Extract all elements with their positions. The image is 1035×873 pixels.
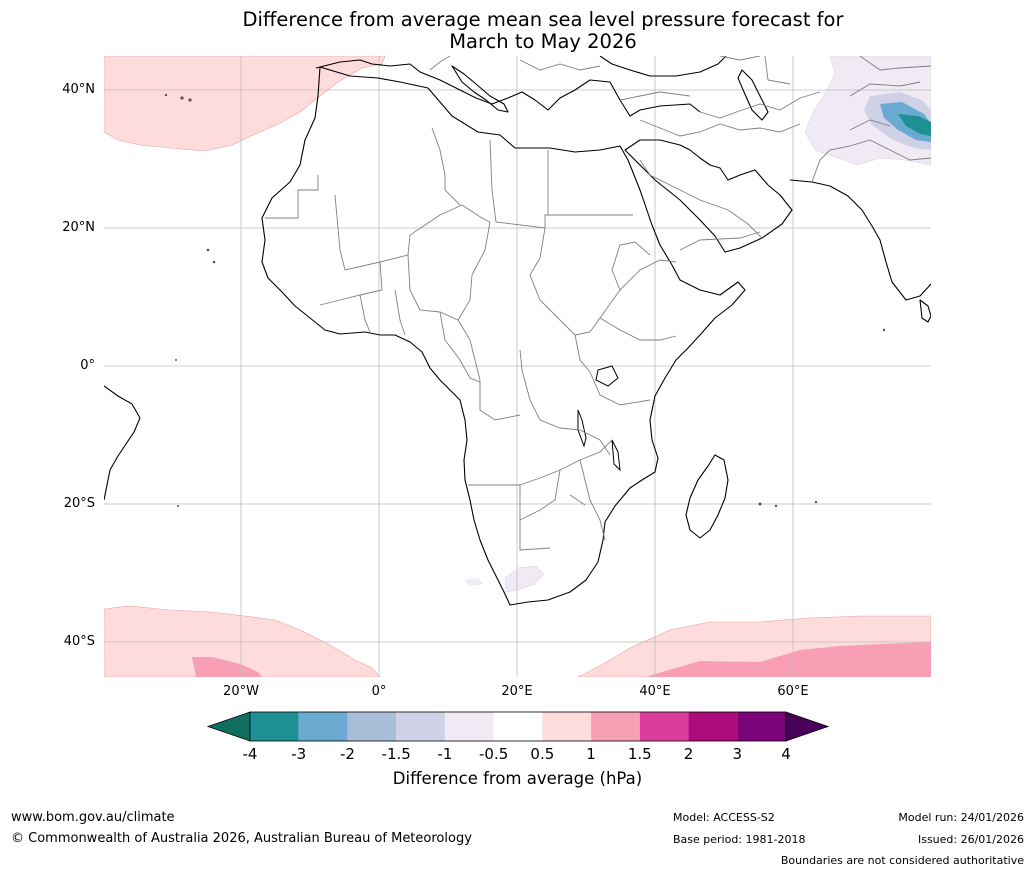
footer-base-period: Base period: 1981-2018 [673, 833, 806, 846]
anomaly-positive-south-west [104, 605, 381, 677]
italy-coastline [451, 65, 509, 113]
footer-model-run: Model run: 24/01/2026 [898, 811, 1024, 824]
colorbar-tick-label: 1.5 [627, 745, 652, 763]
anomaly-negative-south-africa [504, 565, 545, 593]
colorbar-tick-label: 2 [683, 745, 694, 763]
anomaly-positive-nw-atlantic [104, 56, 386, 152]
title-line-1: Difference from average mean sea level p… [242, 8, 844, 31]
caspian-coastline [737, 69, 769, 121]
title-line-2: March to May 2026 [449, 30, 637, 53]
colorbar-box [737, 712, 786, 741]
anomaly-moderate-south-west [192, 657, 262, 677]
colorbar-tick-label: -0.5 [478, 745, 509, 763]
colorbar-extend-low [206, 711, 251, 742]
lat-label-0: 0° [80, 358, 95, 373]
colorbar-border [249, 711, 787, 742]
anomaly-negative-small [464, 578, 484, 586]
lat-label-40s: 40°S [63, 634, 95, 649]
colorbar-tick-label: -1.5 [381, 745, 411, 763]
lon-label-60e: 60°E [777, 684, 809, 699]
lon-label-0: 0° [371, 684, 387, 699]
colorbar-tick-label: -2 [339, 745, 355, 763]
colorbar-box [444, 712, 494, 741]
africa-coastline [261, 66, 746, 606]
colorbar-label: Difference from average (hPa) [392, 769, 643, 788]
lat-label-40n: 40°N [62, 82, 95, 97]
colorbar-tick-label: 1 [586, 745, 596, 763]
colorbar-box [250, 712, 299, 741]
lon-label-20e: 20°E [501, 684, 533, 699]
colorbar-tick-label: -3 [291, 745, 307, 763]
anomaly-strong-negative-asia [898, 114, 931, 136]
footer-model: Model: ACCESS-S2 [673, 811, 775, 824]
colorbar-box [542, 712, 592, 741]
colorbar-tick-label: -4 [242, 745, 258, 763]
country-borders [265, 56, 931, 551]
colorbar-extend-high [785, 711, 830, 742]
footer-disclaimer: Boundaries are not considered authoritat… [780, 854, 1024, 867]
colorbar-box [688, 712, 738, 741]
south-america-coastline [104, 385, 141, 501]
anomaly-moderate-south-east [645, 642, 931, 677]
colorbar [206, 711, 830, 742]
lon-label-40e: 40°E [639, 684, 671, 699]
sri-lanka-coastline [919, 299, 931, 323]
footer-copyright: © Commonwealth of Australia 2026, Austra… [11, 831, 472, 846]
colorbar-box [396, 712, 445, 741]
colorbar-tick-label: 3 [732, 745, 743, 763]
lat-label-20n: 20°N [62, 220, 95, 235]
colorbar-tick-label: 4 [781, 745, 791, 763]
footer-issued: Issued: 26/01/2026 [917, 833, 1024, 846]
colorbar-tick-label: 0.5 [530, 745, 555, 763]
colorbar-box [493, 712, 543, 741]
chart-title: Difference from average mean sea level p… [0, 9, 1035, 53]
asia-coastline [789, 179, 931, 301]
europe-coastline [315, 59, 701, 117]
colorbar-box [347, 712, 397, 741]
graticule [104, 56, 931, 677]
colorbar-box [298, 712, 348, 741]
lat-label-20s: 20°S [63, 496, 95, 511]
lakes [577, 365, 621, 472]
colorbar-tick-label: -1 [437, 745, 453, 763]
coastlines [104, 56, 931, 606]
madagascar-coastline [685, 454, 729, 539]
black-sea-coastline [599, 56, 727, 77]
islands [164, 93, 886, 508]
arabia-coastline [624, 139, 793, 253]
colorbar-box [591, 712, 640, 741]
lon-label-20w: 20°W [223, 684, 259, 699]
colorbar-box [639, 712, 689, 741]
footer-website[interactable]: www.bom.gov.au/climate [11, 810, 175, 825]
